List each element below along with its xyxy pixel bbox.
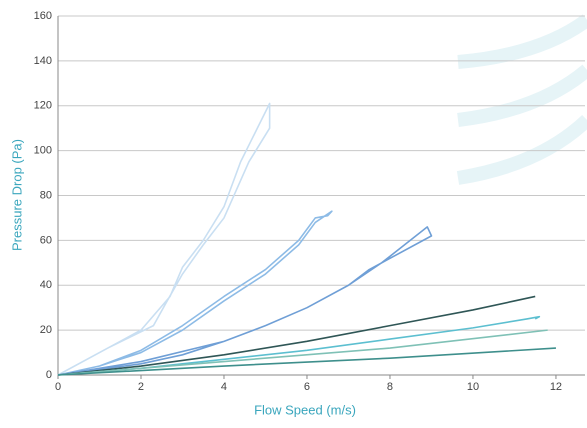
series-line [57, 295, 536, 376]
y-axis-title: Pressure Drop (Pa) [9, 139, 24, 251]
y-tick-label: 160 [34, 10, 52, 22]
y-tick-label: 100 [34, 145, 52, 157]
x-tick-label: 6 [304, 381, 310, 393]
x-tick-label: 4 [221, 381, 227, 393]
series-line [57, 102, 271, 376]
series-line [57, 329, 548, 376]
x-tick-label: 2 [138, 381, 144, 393]
y-tick-label: 120 [34, 100, 52, 112]
y-tick-label: 20 [40, 324, 52, 336]
y-tick-label: 0 [46, 369, 52, 381]
x-axis-title: Flow Speed (m/s) [254, 402, 356, 417]
x-tick-label: 10 [467, 381, 479, 393]
x-tick-label: 0 [55, 381, 61, 393]
watermark [456, 14, 587, 185]
x-tick-label: 8 [387, 381, 393, 393]
series-line [57, 226, 433, 376]
series-line [57, 315, 541, 376]
y-tick-label: 60 [40, 234, 52, 246]
x-tick-label: 12 [550, 381, 562, 393]
y-tick-label: 80 [40, 189, 52, 201]
series-line [57, 347, 557, 376]
y-tick-label: 140 [34, 55, 52, 67]
series-line [57, 210, 333, 376]
y-tick-label: 40 [40, 279, 52, 291]
